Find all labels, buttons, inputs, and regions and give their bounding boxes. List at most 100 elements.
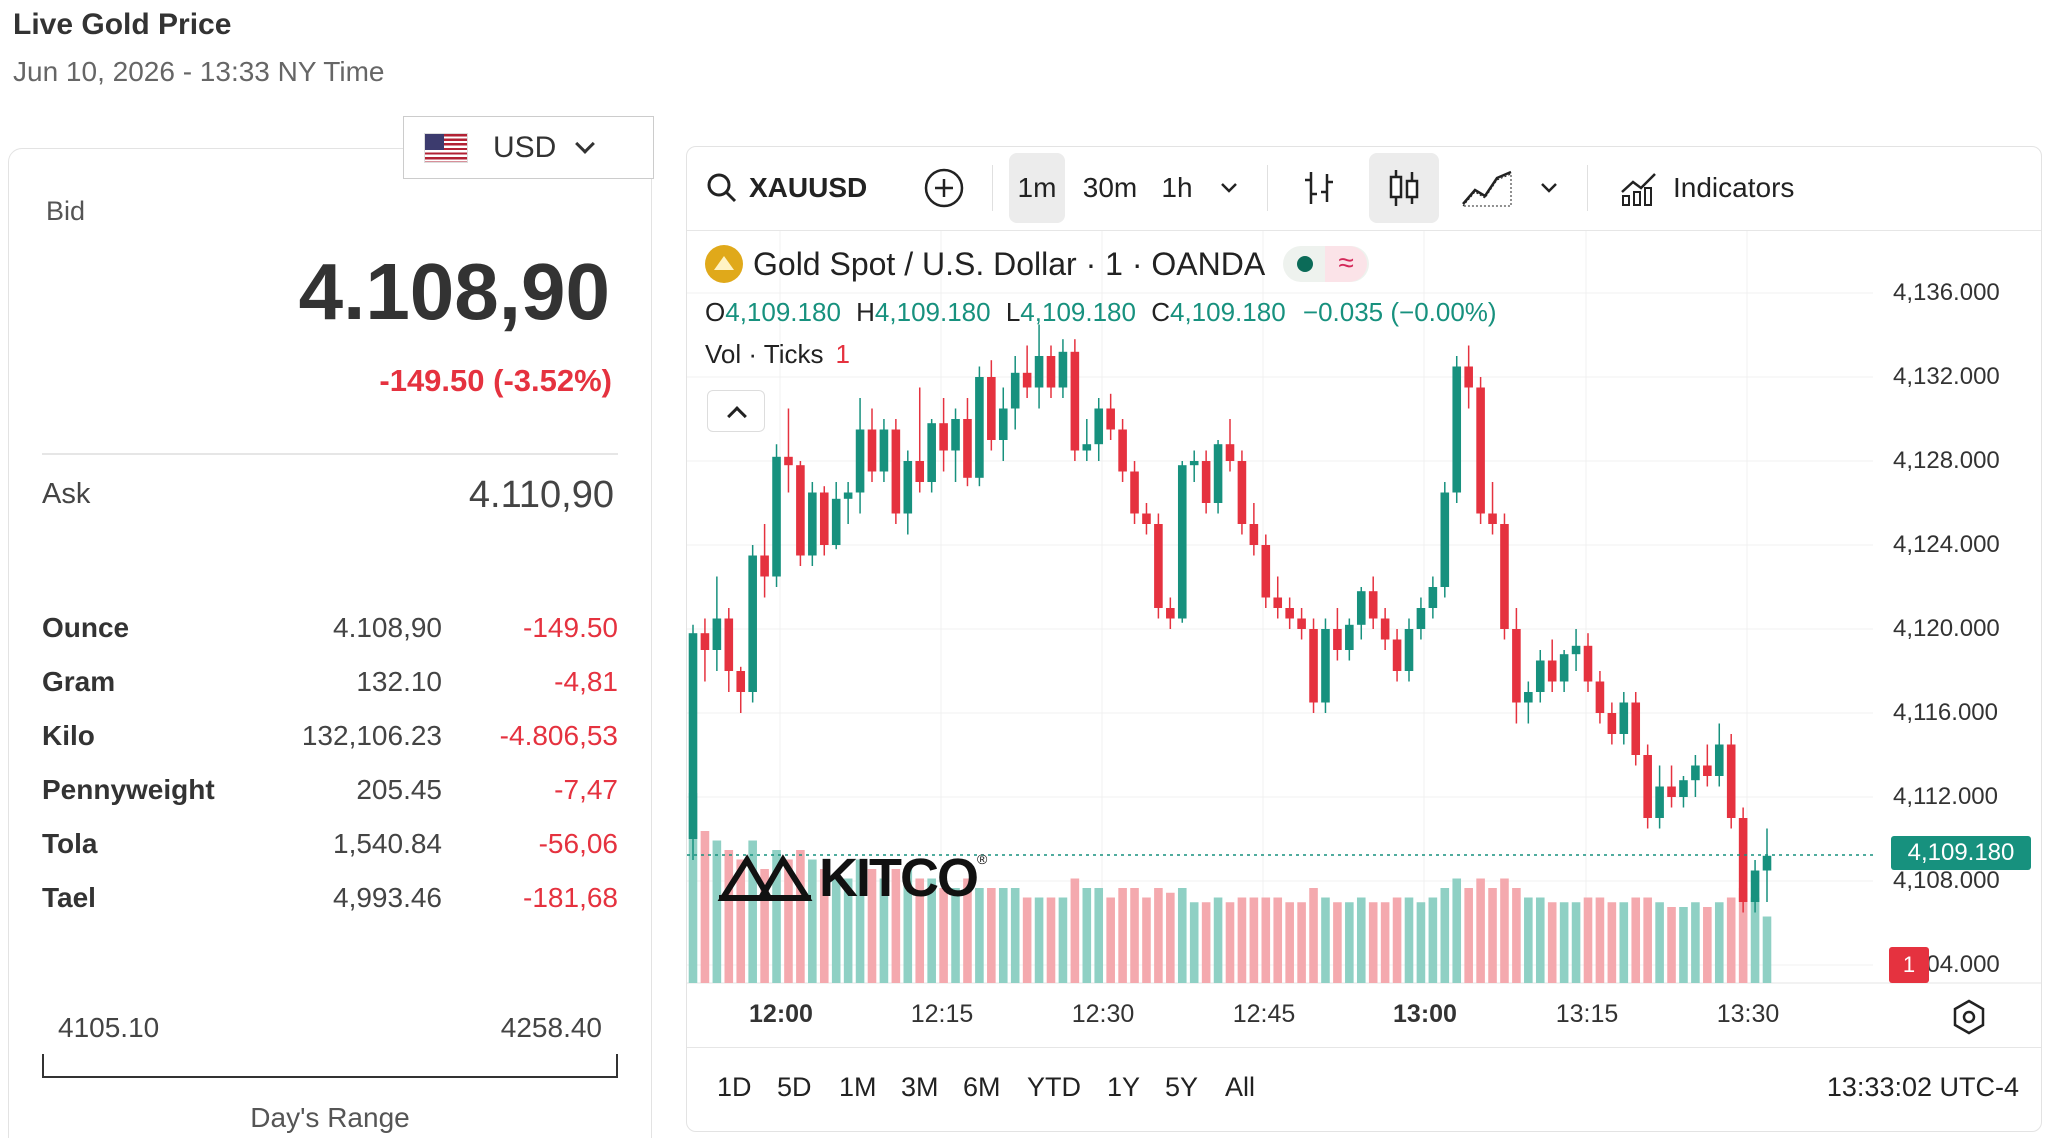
range-ytd-button[interactable]: YTD — [1027, 1072, 1081, 1102]
unit-name: Tael — [42, 882, 96, 913]
volume-bar — [724, 850, 734, 983]
candle-body — [748, 555, 757, 692]
range-bar: 1D 5D 1M 3M 6M YTD 1Y 5Y All 13:33:02 UT… — [687, 1047, 2041, 1131]
candle-body — [1464, 366, 1473, 388]
area-chart-icon — [1461, 170, 1512, 207]
range-5y-button[interactable]: 5Y — [1165, 1072, 1199, 1102]
candle-body — [1559, 654, 1569, 682]
unit-change: -4,81 — [554, 666, 618, 697]
chevron-down-icon — [1221, 183, 1237, 193]
candle-body — [1750, 870, 1760, 902]
candle-body — [963, 419, 972, 478]
volume-bar — [1249, 897, 1259, 983]
chart-legend: Gold Spot / U.S. Dollar · 1 · OANDA ≈ — [705, 245, 1370, 283]
currency-select[interactable]: USD — [403, 116, 654, 179]
range-1d-button[interactable]: 1D — [717, 1072, 752, 1102]
volume-bar — [1547, 902, 1557, 983]
interval-1m[interactable]: 1m — [1009, 153, 1065, 223]
price-axis-label: 4,112.000 — [1893, 783, 1998, 810]
indicators-button[interactable]: Indicators — [1619, 153, 1819, 223]
time-axis-label: 13:30 — [1716, 1000, 1780, 1028]
unit-change: -181,68 — [523, 882, 618, 913]
unit-change: -4.806,53 — [499, 720, 618, 751]
range-3m-button[interactable]: 3M — [901, 1072, 939, 1102]
low-label: L — [1005, 297, 1021, 327]
candle-body — [1261, 545, 1271, 598]
volume-bar — [1583, 897, 1593, 983]
volume-bar — [1488, 888, 1497, 983]
candle-body — [784, 456, 793, 466]
range-1m-button[interactable]: 1M — [839, 1072, 877, 1102]
unit-change: -56,06 — [538, 828, 618, 859]
market-status-pill[interactable]: ≈ — [1283, 246, 1370, 282]
volume-bar — [1392, 897, 1402, 983]
bid-change: -149.50 (-3.52%) — [379, 363, 612, 398]
volume-bar — [1738, 888, 1748, 983]
price-axis-label: 4,124.000 — [1893, 531, 2000, 558]
candlestick-chart[interactable] — [687, 147, 2042, 1047]
volume-bar — [1691, 902, 1700, 983]
volume-bar — [987, 888, 996, 983]
day-range-label: Day's Range — [250, 1102, 410, 1133]
unit-name: Kilo — [42, 720, 95, 751]
chart-widget: XAUUSD 1m 30m 1h Indicators — [686, 146, 2042, 1132]
volume-bar — [1500, 878, 1509, 983]
compare-button[interactable] — [919, 153, 969, 223]
bar-chart-type-button[interactable] — [1291, 153, 1347, 223]
candle-body — [879, 429, 889, 472]
alert-badge[interactable]: 1 — [1889, 947, 1929, 983]
candle-body — [1046, 356, 1056, 388]
range-all-button[interactable]: All — [1225, 1072, 1256, 1102]
volume-bar — [712, 840, 722, 983]
interval-dropdown[interactable] — [1209, 153, 1249, 223]
volume-bar — [1010, 888, 1020, 983]
candlestick-icon — [1389, 170, 1419, 206]
chart-clock: 13:33:02 UTC-4 — [1826, 1072, 2019, 1102]
unit-name: Gram — [42, 666, 116, 697]
volume-bar — [831, 878, 841, 983]
time-axis-label: 12:45 — [1232, 1000, 1296, 1028]
candle-body — [1619, 702, 1629, 734]
volume-bar — [1022, 897, 1032, 983]
candle-body — [1130, 471, 1139, 514]
price-axis-label: 4,132.000 — [1893, 363, 2000, 390]
indicators-label: Indicators — [1673, 172, 1795, 203]
range-1y-button[interactable]: 1Y — [1107, 1072, 1141, 1102]
current-price-tag: 4,109.180 — [1891, 836, 2031, 870]
symbol-search[interactable]: XAUUSD — [705, 153, 875, 223]
volume-bar — [1225, 902, 1235, 983]
range-5d-button[interactable]: 5D — [777, 1072, 812, 1102]
volume-bar — [1356, 897, 1366, 983]
wave-icon: ≈ — [1325, 246, 1368, 282]
interval-30m[interactable]: 30m — [1082, 172, 1138, 203]
area-chart-type-button[interactable] — [1457, 153, 1517, 223]
interval-1h[interactable]: 1h — [1161, 172, 1193, 203]
candle-body — [724, 618, 734, 671]
price-axis-label: 4,108.000 — [1893, 867, 2000, 894]
collapse-legend-button[interactable] — [707, 390, 765, 432]
volume-bar — [939, 888, 948, 983]
time-axis-label: 12:00 — [749, 1000, 813, 1028]
candle-body — [1762, 855, 1772, 871]
candle-body — [1177, 465, 1187, 619]
candle-chart-type-button[interactable] — [1369, 153, 1439, 223]
volume-bar — [1345, 902, 1354, 983]
page-title: Live Gold Price — [13, 8, 232, 41]
change-value: −0.035 (−0.00%) — [1302, 297, 1497, 327]
candle-body — [1679, 780, 1688, 797]
candle-body — [688, 633, 698, 839]
volume-bar — [1404, 897, 1414, 983]
volume-bar — [1034, 897, 1044, 983]
candle-body — [831, 498, 841, 545]
settings-icon[interactable] — [1949, 997, 1989, 1037]
time-axis-label: 12:30 — [1071, 1000, 1135, 1028]
volume-bar — [951, 888, 960, 983]
price-panel — [8, 148, 652, 1138]
chart-type-dropdown[interactable] — [1529, 153, 1569, 223]
unit-row-ounce: Ounce 4.108,90 -149.50 — [42, 612, 618, 652]
divider — [42, 453, 618, 455]
symbol-label: XAUUSD — [749, 172, 868, 203]
range-6m-button[interactable]: 6M — [963, 1072, 1001, 1102]
candle-body — [1404, 629, 1414, 671]
volume-bar — [1595, 897, 1605, 983]
